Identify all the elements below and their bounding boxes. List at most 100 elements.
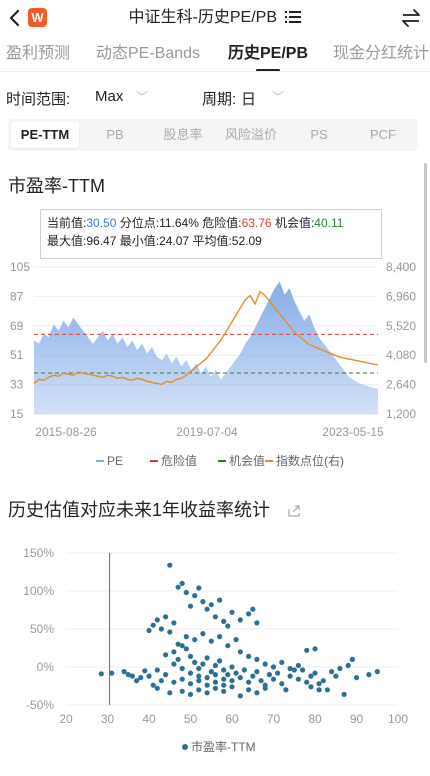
scatter-point bbox=[221, 676, 227, 682]
scatter-point bbox=[258, 678, 264, 684]
period-chevron-down-icon[interactable]: ﹀ bbox=[272, 90, 285, 104]
scatter-point bbox=[208, 602, 214, 608]
scatter-point bbox=[324, 687, 330, 693]
range-label: 时间范围: bbox=[6, 91, 71, 108]
scatter-point bbox=[121, 669, 127, 675]
return-stats-title-text: 历史估值对应未来1年收益率统计 bbox=[8, 500, 271, 520]
y-tick-label: 50% bbox=[30, 622, 54, 636]
scatter-point bbox=[300, 667, 306, 673]
tab-cash-dividend-stats[interactable]: 现金分红统计 bbox=[333, 45, 430, 62]
scatter-point bbox=[163, 614, 169, 620]
scatter-point bbox=[204, 655, 210, 661]
scatter-point bbox=[208, 669, 214, 675]
legend-label: 机会值 bbox=[229, 453, 265, 468]
left-y-tick-label: 33 bbox=[10, 378, 24, 392]
y-tick-label: 150% bbox=[23, 546, 54, 560]
scatter-point bbox=[262, 685, 268, 691]
back-arrow-icon[interactable] bbox=[4, 7, 26, 29]
x-axis-date-label: 2019-07-04 bbox=[176, 425, 238, 439]
scatter-point bbox=[208, 638, 214, 644]
max-label: 最大值: bbox=[47, 234, 87, 248]
app-logo-icon[interactable]: W bbox=[28, 8, 47, 27]
scatter-point bbox=[291, 667, 297, 673]
pe-area-series bbox=[34, 281, 378, 414]
pe-ttm-section-title: 市盈率-TTM bbox=[8, 176, 105, 196]
scatter-point bbox=[312, 670, 318, 676]
tab-dynamic-pe-bands[interactable]: 动态PE-Bands bbox=[96, 45, 201, 62]
scatter-point bbox=[175, 641, 181, 647]
scatter-point bbox=[212, 672, 218, 678]
page-title: 中证生科-历史PE/PB bbox=[128, 9, 277, 26]
metric-tab-pe-ttm[interactable]: PE-TTM bbox=[11, 122, 79, 148]
index-level-line bbox=[33, 290, 379, 386]
scatter-point bbox=[266, 672, 272, 678]
range-select[interactable]: Max bbox=[95, 88, 124, 105]
x-tick-label: 30 bbox=[101, 712, 115, 726]
scatter-point bbox=[200, 631, 206, 637]
scatter-point bbox=[229, 609, 235, 615]
x-tick-label: 40 bbox=[142, 712, 156, 726]
scatter-point bbox=[225, 623, 231, 629]
metric-tab-dividend-yield[interactable]: 股息率 bbox=[163, 127, 203, 142]
opportunity-label: 机会值: bbox=[274, 216, 315, 230]
right-y-tick-label: 8,400 bbox=[386, 260, 416, 274]
scatter-point bbox=[229, 678, 235, 684]
scatter-point bbox=[316, 687, 322, 693]
scatter-point bbox=[262, 661, 268, 667]
scatter-point bbox=[154, 617, 160, 623]
legend-label: 市盈率-TTM bbox=[191, 739, 256, 754]
metric-tab-risk-premium[interactable]: 风险溢价 bbox=[224, 127, 277, 142]
scatter-point bbox=[179, 676, 185, 682]
scatter-point bbox=[196, 678, 202, 684]
scatter-point bbox=[254, 620, 260, 626]
scatter-point bbox=[337, 665, 343, 672]
metric-tab-pcf[interactable]: PCF bbox=[370, 127, 396, 142]
scatter-point bbox=[353, 675, 360, 681]
scatter-point bbox=[250, 673, 256, 679]
metric-segment-control: PE-TTM PB 股息率 风险溢价 PS PCF bbox=[8, 119, 418, 151]
scatter-point bbox=[204, 675, 210, 681]
list-menu-icon[interactable] bbox=[285, 10, 302, 24]
x-tick-label: 80 bbox=[308, 712, 322, 726]
scatter-point bbox=[308, 684, 314, 690]
metric-tab-pb[interactable]: PB bbox=[106, 127, 124, 142]
scatter-point bbox=[237, 693, 243, 699]
scatter-point bbox=[366, 672, 372, 678]
period-label: 周期: bbox=[202, 91, 237, 108]
scatter-point bbox=[237, 675, 243, 681]
scatter-point bbox=[179, 580, 185, 586]
scatter-point bbox=[246, 611, 252, 617]
scatter-point bbox=[187, 681, 194, 687]
pe-ttm-chart[interactable]: 105 87 69 51 33 15 8,400 6,960 5,520 4,080 2,640 1,… bbox=[8, 200, 418, 472]
scatter-point bbox=[196, 687, 202, 693]
scatter-point bbox=[183, 646, 189, 652]
scatter-point bbox=[187, 691, 194, 697]
x-tick-label: 20 bbox=[59, 712, 73, 726]
x-axis-date-label: 2015-08-26 bbox=[35, 425, 97, 439]
y-tick-label: -50% bbox=[26, 698, 54, 712]
share-icon[interactable] bbox=[287, 504, 301, 518]
scatter-point bbox=[349, 656, 355, 662]
tab-profit-forecast[interactable]: 盈利预测 bbox=[6, 45, 71, 62]
legend-label: 指数点位(右) bbox=[276, 453, 344, 468]
avg-value: 52.09 bbox=[231, 234, 262, 248]
x-tick-label: 90 bbox=[350, 712, 364, 726]
return-scatter-chart[interactable]: 150% 100% 50% 0% -50% 20 30 40 50 60 70 80 90 100 市盈率-… bbox=[8, 533, 418, 767]
min-value: 24.07 bbox=[159, 234, 190, 248]
x-tick-label: 70 bbox=[267, 712, 281, 726]
scatter-point bbox=[237, 649, 243, 655]
swap-icon[interactable] bbox=[400, 8, 422, 28]
current-value: 30.50 bbox=[86, 216, 117, 230]
tab-historical-pe-pb[interactable]: 历史PE/PB bbox=[228, 36, 308, 71]
scrollbar[interactable] bbox=[424, 163, 427, 363]
right-y-tick-label: 2,640 bbox=[386, 378, 416, 392]
y-tick-label: 0% bbox=[37, 660, 55, 674]
metric-tab-ps[interactable]: PS bbox=[310, 127, 328, 142]
range-chevron-down-icon[interactable]: ﹀ bbox=[136, 90, 149, 104]
scatter-point bbox=[138, 675, 144, 681]
scatter-point bbox=[171, 649, 177, 655]
scatter-point bbox=[217, 658, 223, 664]
legend-label: 危险值 bbox=[161, 453, 197, 468]
period-select[interactable]: 日 bbox=[241, 91, 257, 108]
scatter-point bbox=[225, 643, 231, 649]
